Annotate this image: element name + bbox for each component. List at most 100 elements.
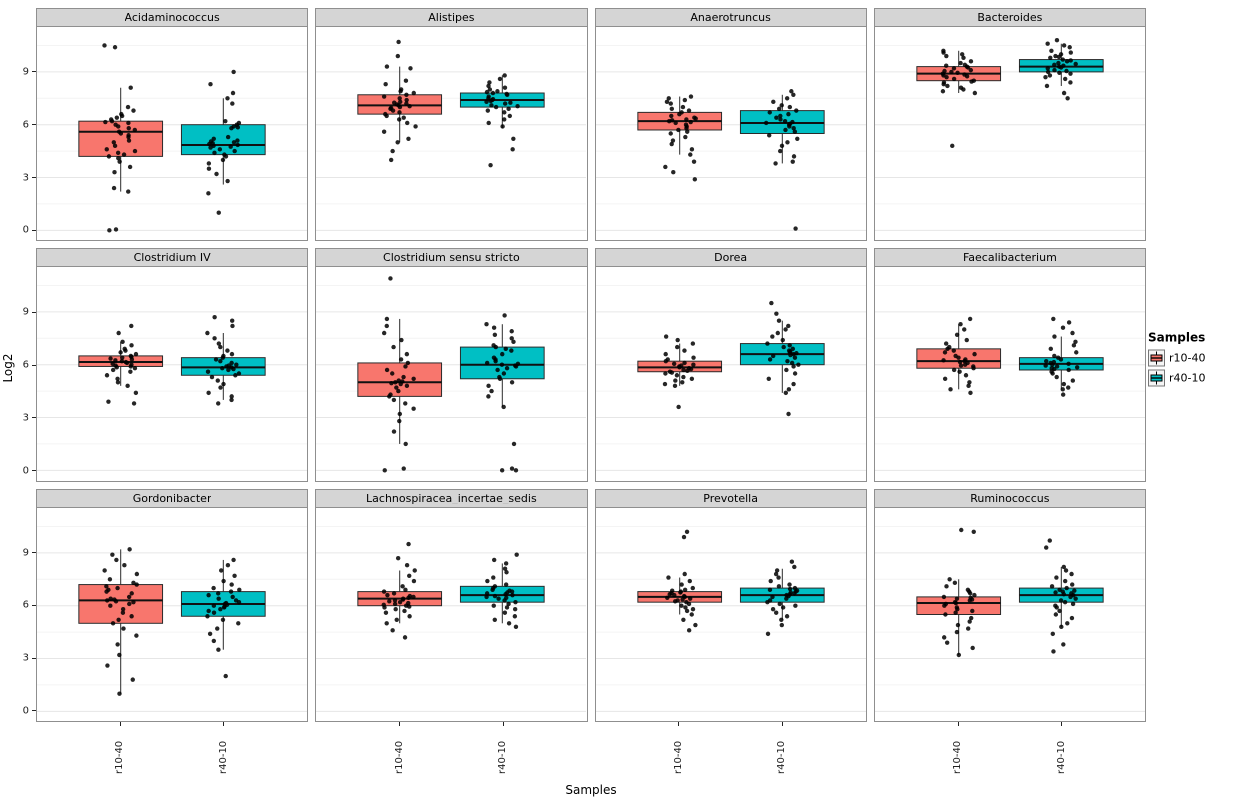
y-axis-ticks: 0 3 6 9 0 3 6 9 0 3 6 9: [0, 8, 36, 722]
facet-clostridium-sensu-stricto: Clostridium sensu stricto: [315, 248, 588, 482]
facet-panel: [594, 27, 867, 242]
legend-label: r40-10: [1169, 371, 1206, 385]
facet-anaerotruncus: Anaerotruncus: [594, 8, 867, 242]
facet-strip: Alistipes: [315, 8, 588, 27]
facet-gordonibacter: Gordonibacter: [36, 488, 309, 722]
x-tick-mark: [678, 722, 680, 726]
y-tick-label: 3: [22, 412, 29, 424]
facet-strip: Gordonibacter: [36, 488, 309, 508]
facet-panel: [315, 267, 588, 482]
x-tick-mark: [1061, 722, 1063, 726]
legend-label: r10-40: [1169, 351, 1206, 365]
y-tick-cell: 0 3 6 9: [0, 8, 36, 241]
facet-title: Alistipes: [428, 12, 475, 23]
x-tick-cell: r10-40 r40-10: [36, 722, 308, 774]
facet-plot-svg: [595, 44, 866, 231]
y-tick-label: 0: [22, 705, 29, 717]
facet-panel: [36, 267, 309, 482]
facet-plot-svg: [874, 38, 1145, 231]
y-tick-label: 9: [22, 66, 29, 78]
facet-title: Prevotella: [703, 492, 758, 504]
facet-strip: Faecalibacterium: [873, 248, 1146, 268]
legend-entries: r10-40 r40-10: [1148, 349, 1236, 387]
y-tick-label: 6: [22, 359, 29, 371]
y-tick-mark: [32, 311, 36, 313]
y-tick-label: 9: [22, 306, 29, 318]
facet-strip: Dorea: [594, 248, 867, 268]
legend-key-boxplot-icon: [1148, 369, 1165, 387]
y-tick-mark: [32, 552, 36, 554]
facet-grid: Acidaminococcus Alistipes Anaerotruncus Bac…: [36, 8, 1146, 722]
facet-title: Clostridium sensu stricto: [383, 252, 520, 264]
x-axis-ticks: r10-40 r40-10 r10-40 r40-10 r10-40 r40-10 r10-…: [36, 722, 1146, 774]
y-tick-label: 9: [22, 547, 29, 559]
x-tick-mark: [223, 722, 225, 726]
facet-title: Anaerotruncus: [690, 12, 771, 23]
y-tick-cell: 0 3 6 9: [0, 489, 36, 722]
legend-title: Samples: [1148, 330, 1206, 345]
facet-strip: Ruminococcus: [873, 488, 1146, 508]
facet-panel: [873, 267, 1146, 482]
facet-strip: Anaerotruncus: [594, 8, 867, 27]
facet-plot-svg: [595, 285, 866, 472]
y-tick-mark: [32, 124, 36, 126]
facet-faecalibacterium: Faecalibacterium: [873, 248, 1146, 482]
facet-title: Acidaminococcus: [124, 12, 220, 23]
facet-clostridium-iv: Clostridium IV: [36, 248, 309, 482]
x-tick-label: r10-40: [393, 740, 405, 774]
legend-key-boxplot-icon: [1148, 349, 1165, 367]
x-tick-mark: [399, 722, 401, 726]
x-tick-label: r10-40: [672, 740, 684, 774]
facet-panel: [873, 507, 1146, 722]
facet-title: Clostridium IV: [133, 252, 211, 264]
facet-title: Gordonibacter: [132, 492, 212, 504]
x-tick-label: r40-10: [497, 740, 509, 774]
facet-prevotella: Prevotella: [594, 488, 867, 722]
y-tick-label: 3: [22, 652, 29, 664]
facet-plot-svg: [316, 276, 587, 473]
facet-title: Bacteroides: [977, 12, 1043, 23]
facet-plot-svg: [316, 39, 587, 231]
x-tick-label: r40-10: [217, 740, 229, 774]
x-tick-label: r10-40: [114, 740, 126, 774]
facet-panel: [315, 507, 588, 722]
facet-plot-svg: [595, 525, 866, 712]
x-tick-cell: r10-40 r40-10: [315, 722, 587, 774]
facet-plot-svg: [874, 525, 1145, 712]
y-tick-cell: 0 3 6 9: [0, 248, 36, 481]
facet-strip: Clostridium sensu stricto: [315, 248, 588, 268]
y-tick-mark: [32, 604, 36, 606]
y-tick-label: 6: [22, 119, 29, 131]
y-tick-label: 3: [22, 172, 29, 183]
facet-strip: Acidaminococcus: [36, 8, 309, 27]
x-tick-cell: r10-40 r40-10: [874, 722, 1146, 774]
facet-title: Dorea: [714, 252, 748, 264]
facet-strip: Lachnospiracea_incertae_sedis: [315, 488, 588, 508]
y-tick-label: 0: [22, 465, 29, 477]
x-tick-mark: [119, 722, 121, 726]
facet-alistipes: Alistipes: [315, 8, 588, 242]
x-tick-mark: [957, 722, 959, 726]
facet-title: Faecalibacterium: [962, 252, 1057, 264]
y-tick-label: 6: [22, 599, 29, 611]
facet-panel: [873, 27, 1146, 242]
facet-panel: [594, 267, 867, 482]
y-tick-mark: [32, 71, 36, 73]
x-tick-mark: [781, 722, 783, 726]
x-tick-label: r10-40: [952, 740, 964, 774]
facet-panel: [594, 507, 867, 722]
facet-panel: [36, 27, 309, 242]
legend: Samples r10-40 r40-10: [1148, 331, 1236, 390]
x-tick-label: r40-10: [776, 740, 788, 774]
facet-title: Lachnospiracea_incertae_sedis: [366, 492, 537, 504]
facet-bacteroides: Bacteroides: [873, 8, 1146, 242]
x-tick-cell: r10-40 r40-10: [595, 722, 867, 774]
facet-plot-svg: [37, 43, 307, 233]
facet-title: Ruminococcus: [970, 492, 1050, 504]
legend-entry-r10-40: r10-40: [1148, 349, 1236, 367]
facet-plot-svg: [874, 285, 1145, 472]
y-tick-mark: [32, 177, 36, 178]
facet-acidaminococcus: Acidaminococcus: [36, 8, 309, 242]
x-tick-mark: [502, 722, 504, 726]
facet-plot-svg: [37, 285, 307, 472]
